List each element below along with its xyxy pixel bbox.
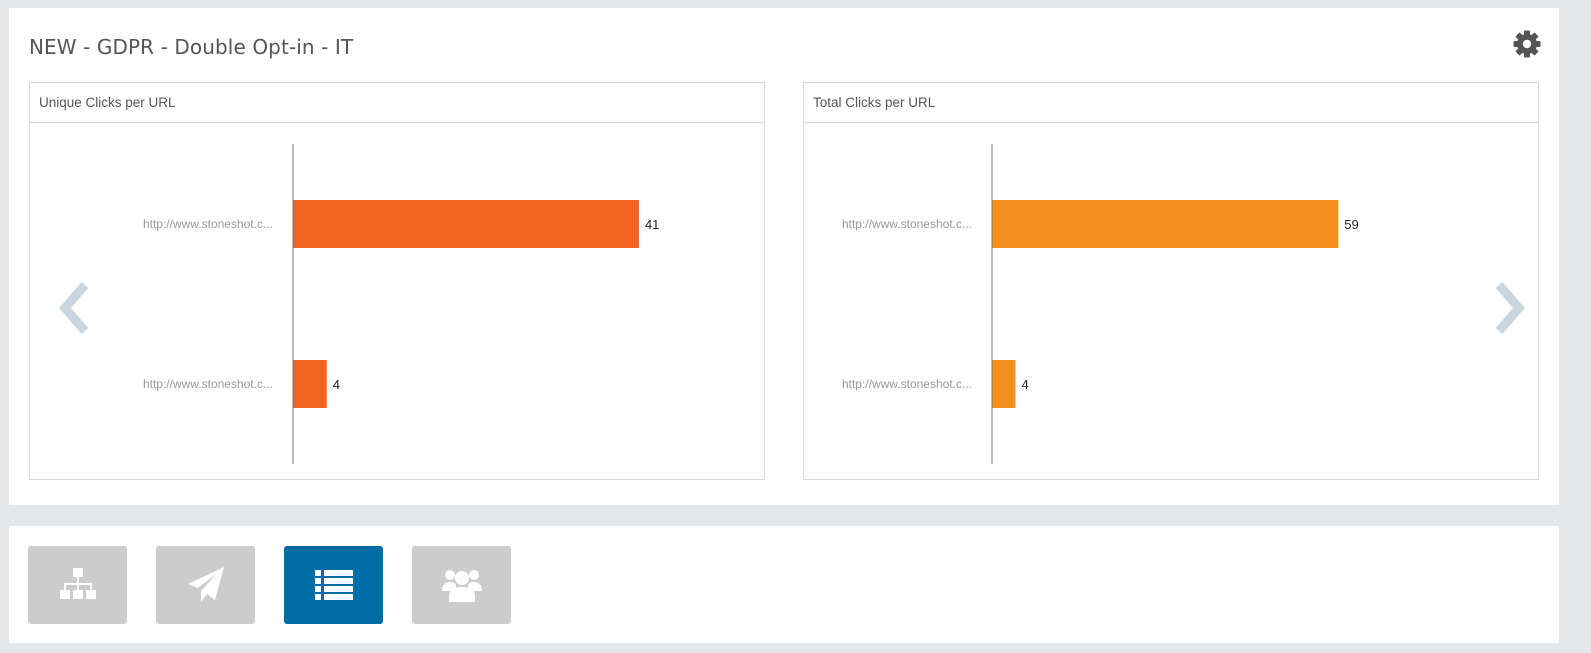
users-icon — [441, 570, 482, 602]
value-label: 41 — [645, 217, 659, 232]
category-label: http://www.stoneshot.c... — [143, 377, 273, 391]
paper-plane-icon — [187, 567, 224, 602]
chevron-right-shape — [1495, 282, 1525, 334]
list-bullet — [314, 570, 321, 576]
list-button[interactable] — [284, 546, 383, 624]
report-panel: NEW - GDPR - Double Opt-in - IT Unique C… — [9, 8, 1559, 505]
bar — [293, 360, 327, 408]
sitemap-line — [76, 583, 79, 590]
list-line — [323, 578, 353, 584]
chevron-right-icon[interactable] — [1489, 278, 1529, 338]
contacts-button[interactable] — [412, 546, 511, 624]
list-bullet — [314, 578, 321, 584]
page-title: NEW - GDPR - Double Opt-in - IT — [29, 35, 354, 59]
unique-clicks-plot: http://www.stoneshot.c... 41 http://www.st… — [143, 144, 659, 464]
total-clicks-chart: Total Clicks per URL http://www.stonesho… — [803, 82, 1539, 480]
user-body — [448, 587, 475, 602]
sitemap-line — [89, 583, 92, 590]
category-label: http://www.stoneshot.c... — [143, 217, 273, 231]
navigation-panel — [9, 526, 1559, 643]
chevron-left-icon[interactable] — [55, 278, 95, 338]
bar — [293, 200, 639, 248]
chart-title: Total Clicks per URL — [804, 83, 1538, 123]
list-bullet — [314, 586, 321, 592]
list-bullet — [314, 594, 321, 600]
sitemap-button[interactable] — [28, 546, 127, 624]
user-head — [454, 571, 469, 585]
value-label: 59 — [1344, 217, 1358, 232]
send-button[interactable] — [156, 546, 255, 624]
sitemap-node — [59, 590, 70, 599]
gear-hole — [1522, 39, 1532, 49]
paper-plane-shape — [187, 567, 224, 602]
user-head — [444, 570, 455, 580]
list-line — [323, 594, 353, 600]
value-label: 4 — [1021, 377, 1028, 392]
user-body — [441, 582, 456, 591]
sitemap-line — [63, 583, 66, 590]
user-head — [468, 570, 479, 580]
total-clicks-plot: http://www.stoneshot.c... 59 http://www.st… — [842, 144, 1359, 464]
sitemap-line — [76, 577, 79, 583]
user-body — [467, 582, 482, 591]
list-line — [323, 586, 353, 592]
list-line — [323, 570, 353, 576]
unique-clicks-chart: Unique Clicks per URL http://www.stonesh… — [29, 82, 765, 480]
bar — [992, 360, 1016, 408]
category-label: http://www.stoneshot.c... — [842, 217, 972, 231]
bar — [992, 200, 1339, 248]
category-label: http://www.stoneshot.c... — [842, 377, 972, 391]
chevron-left-shape — [59, 282, 89, 334]
sitemap-icon — [59, 568, 96, 599]
chart-title: Unique Clicks per URL — [30, 83, 764, 123]
sitemap-node — [85, 590, 96, 599]
value-label: 4 — [333, 377, 340, 392]
sitemap-node — [72, 568, 83, 577]
sitemap-node — [72, 590, 83, 599]
list-icon — [314, 570, 353, 600]
gear-icon[interactable] — [1512, 29, 1542, 59]
